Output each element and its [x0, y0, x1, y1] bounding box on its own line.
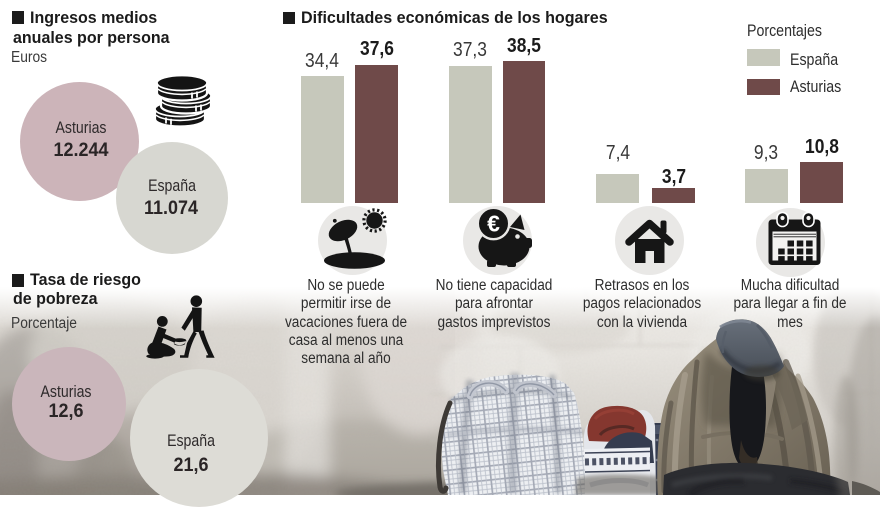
svg-text:€: €: [487, 211, 500, 237]
